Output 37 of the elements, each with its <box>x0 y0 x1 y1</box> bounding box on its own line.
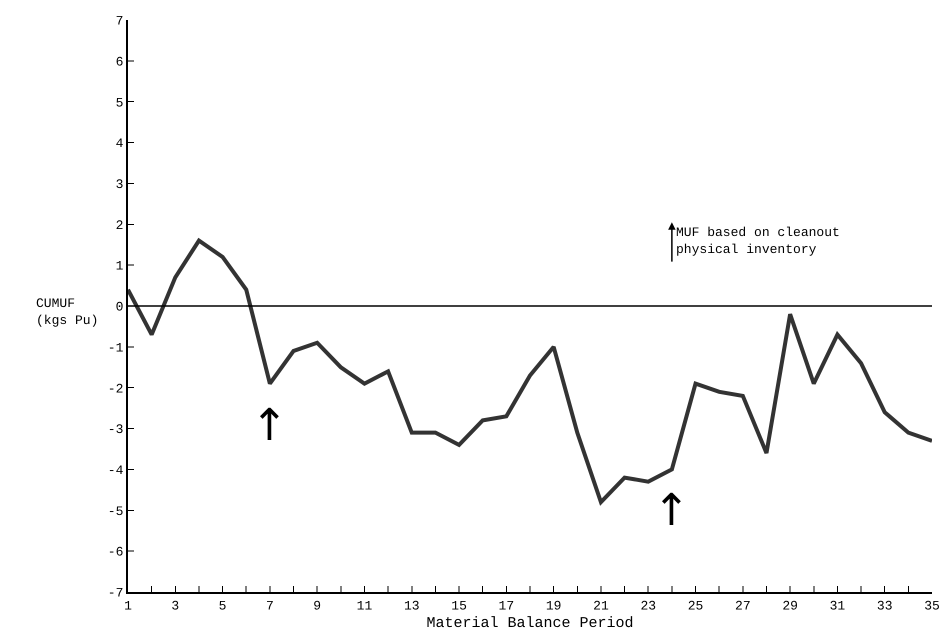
y-tick-label: -7 <box>108 586 124 601</box>
x-tick-label: 15 <box>451 598 467 614</box>
y-tick-label: 6 <box>116 54 124 70</box>
x-tick-label: 13 <box>404 598 420 614</box>
x-tick-label: 31 <box>830 598 846 614</box>
y-tick-label: 3 <box>116 176 124 192</box>
x-tick-label: 17 <box>498 598 514 614</box>
x-tick-label: 11 <box>356 598 372 614</box>
x-tick-label: 23 <box>640 598 656 614</box>
y-tick-label: -5 <box>108 504 124 519</box>
x-tick-label: 9 <box>313 598 322 614</box>
y-tick-label: -4 <box>108 462 124 478</box>
x-tick-label: 7 <box>266 598 274 614</box>
x-tick-label: 35 <box>924 598 940 614</box>
x-tick-label: 19 <box>546 598 562 614</box>
y-tick-label: 1 <box>116 258 124 274</box>
y-tick-label: -2 <box>108 381 124 396</box>
y-tick-label: 0 <box>116 300 124 315</box>
annotation: MUF based on cleanout physical inventory <box>676 225 840 257</box>
x-tick-label: 3 <box>171 598 180 614</box>
y-tick-label: 2 <box>116 218 124 233</box>
y-tick-label: -6 <box>108 544 124 560</box>
y-axis-title: CUMUF (kgs Pu) <box>36 296 98 328</box>
annotation: ↑ <box>251 400 288 451</box>
x-tick-label: 21 <box>593 598 609 614</box>
y-tick-label: 7 <box>116 14 124 29</box>
x-tick-label: 29 <box>782 598 798 614</box>
x-tick-label: 5 <box>218 598 226 614</box>
y-tick-label: 5 <box>116 95 124 110</box>
x-tick-label: 25 <box>688 598 704 614</box>
y-tick-label: 4 <box>116 136 124 152</box>
x-axis-title: Material Balance Period <box>426 615 634 632</box>
y-tick-label: -3 <box>108 422 124 438</box>
y-tick-label: -1 <box>108 340 124 356</box>
annotation: ↑ <box>653 485 690 536</box>
x-tick-label: 27 <box>735 598 751 614</box>
x-tick-label: 33 <box>876 598 893 614</box>
